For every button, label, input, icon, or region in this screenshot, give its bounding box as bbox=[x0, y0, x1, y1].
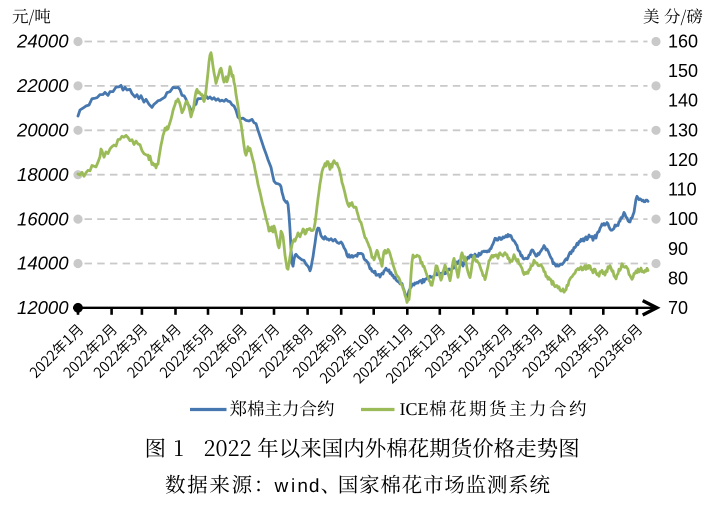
svg-text:150: 150 bbox=[668, 61, 698, 81]
svg-text:70: 70 bbox=[668, 298, 688, 318]
svg-text:90: 90 bbox=[668, 239, 688, 259]
svg-text:14000: 14000 bbox=[17, 253, 69, 274]
svg-text:18000: 18000 bbox=[17, 164, 69, 185]
svg-text:100: 100 bbox=[668, 209, 698, 229]
svg-text:120: 120 bbox=[668, 150, 698, 170]
svg-text:160: 160 bbox=[668, 32, 698, 52]
svg-text:110: 110 bbox=[668, 180, 697, 200]
svg-text:20000: 20000 bbox=[16, 120, 69, 141]
svg-text:130: 130 bbox=[668, 120, 698, 140]
svg-text:80: 80 bbox=[668, 268, 688, 288]
svg-text:22000: 22000 bbox=[16, 75, 69, 96]
svg-text:12000: 12000 bbox=[17, 297, 69, 318]
svg-text:24000: 24000 bbox=[16, 31, 69, 52]
svg-text:140: 140 bbox=[668, 91, 698, 111]
svg-text:16000: 16000 bbox=[17, 208, 69, 229]
